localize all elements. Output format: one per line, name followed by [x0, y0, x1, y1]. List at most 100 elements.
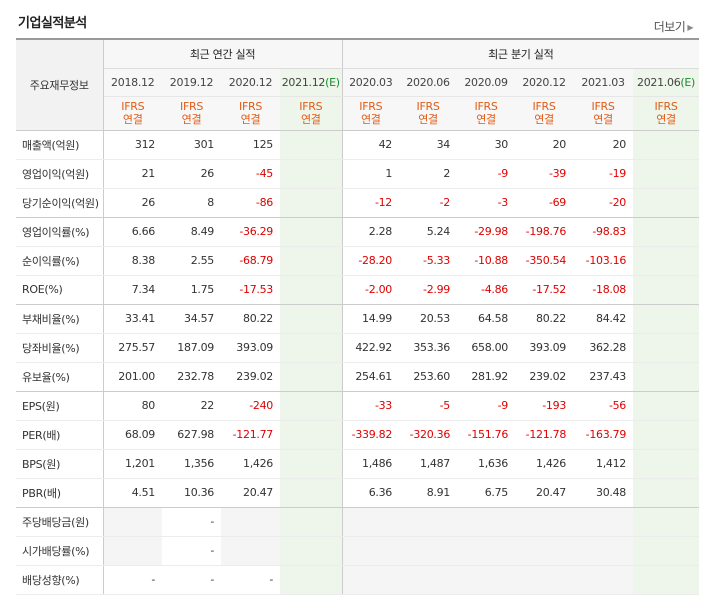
- table-cell: 20.47: [221, 478, 280, 508]
- table-cell: -28.20: [342, 246, 400, 276]
- table-row: 주당배당금(원) -: [16, 507, 700, 537]
- table-cell: [633, 362, 700, 392]
- consolidated-label: 연결: [476, 113, 496, 126]
- period-header: 2019.12: [162, 68, 221, 97]
- table-cell: -198.76: [515, 217, 574, 247]
- table-cell: [633, 333, 700, 363]
- row-label: EPS(원): [16, 391, 104, 421]
- consolidated-label: 연결: [300, 113, 321, 126]
- table-cell: 26: [162, 159, 221, 189]
- consolidated-label: 연결: [534, 113, 554, 126]
- ifrs-standard-label: IFRS: [532, 100, 556, 113]
- row-label: 영업이익(억원): [16, 159, 104, 189]
- table-cell: 1,426: [515, 449, 574, 479]
- table-cell: [633, 536, 700, 566]
- table-cell: 20.47: [515, 478, 574, 508]
- table-cell: [457, 536, 516, 566]
- table-cell: 34: [399, 130, 458, 160]
- row-label: 배당성향(%): [16, 565, 104, 595]
- table-cell: [280, 217, 343, 247]
- ifrs-header: IFRS 연결: [162, 96, 221, 131]
- table-cell: -68.79: [221, 246, 280, 276]
- table-cell: 5.24: [399, 217, 458, 247]
- table-cell: [633, 449, 700, 479]
- row-label: PER(배): [16, 420, 104, 450]
- table-cell: 1,636: [457, 449, 516, 479]
- more-label: 더보기: [653, 20, 686, 34]
- row-label: 영업이익률(%): [16, 217, 104, 247]
- table-cell: [573, 565, 634, 595]
- row-label: 당좌비율(%): [16, 333, 104, 363]
- table-cell: [280, 304, 343, 334]
- table-cell: [280, 449, 343, 479]
- table-cell: 1,486: [342, 449, 400, 479]
- table-cell: -2.99: [399, 275, 458, 305]
- table-cell: [280, 507, 343, 537]
- table-row: BPS(원) 1,201 1,356 1,426 1,486 1,487 1,636 1,42…: [16, 449, 700, 479]
- table-cell: [342, 507, 400, 537]
- period-label: 2020.09: [464, 75, 508, 89]
- table-cell: -20: [573, 188, 634, 218]
- table-cell: [633, 275, 700, 305]
- table-cell: 22: [162, 391, 221, 421]
- table-row: 당기순이익(억원) 26 8 -86 -12 -2 -3 -69 -20: [16, 188, 700, 218]
- table-cell: -2: [399, 188, 458, 218]
- table-cell: [633, 391, 700, 421]
- table-cell: -10.88: [457, 246, 516, 276]
- table-row: ROE(%) 7.34 1.75 -17.53 -2.00 -2.99 -4.86 -17.5…: [16, 275, 700, 305]
- table-cell: -193: [515, 391, 574, 421]
- table-cell: 275.57: [103, 333, 162, 363]
- table-cell: [515, 507, 574, 537]
- table-cell: -45: [221, 159, 280, 189]
- row-label: 부채비율(%): [16, 304, 104, 334]
- table-row: 매출액(억원) 312 301 125 42 34 30 20 20: [16, 130, 700, 160]
- ifrs-header: IFRS 연결: [457, 96, 516, 131]
- table-cell: [221, 507, 280, 537]
- table-cell: -: [221, 565, 280, 595]
- period-label: 2020.12: [228, 75, 273, 89]
- table-cell: -151.76: [457, 420, 516, 450]
- ifrs-standard-label: IFRS: [239, 100, 262, 113]
- table-cell: [280, 420, 343, 450]
- chevron-right-icon: ▶: [687, 23, 693, 32]
- table-cell: [633, 420, 700, 450]
- table-cell: 14.99: [342, 304, 400, 334]
- table-cell: [342, 536, 400, 566]
- table-cell: 8.91: [399, 478, 458, 508]
- table-cell: -103.16: [573, 246, 634, 276]
- table-cell: 1.75: [162, 275, 221, 305]
- period-label: 2018.12: [111, 75, 155, 89]
- ifrs-standard-label: IFRS: [299, 100, 323, 113]
- row-label: 당기순이익(억원): [16, 188, 104, 218]
- table-cell: 8: [162, 188, 221, 218]
- table-cell: 8.49: [162, 217, 221, 247]
- table-cell: -121.78: [515, 420, 574, 450]
- period-label: 2021.06: [637, 75, 681, 89]
- table-row: 순이익률(%) 8.38 2.55 -68.79 -28.20 -5.33 -10.88 -3…: [16, 246, 700, 276]
- period-label: 2020.12: [522, 75, 566, 89]
- row-label: PBR(배): [16, 478, 104, 508]
- table-cell: 20: [573, 130, 634, 160]
- table-cell: [280, 246, 343, 276]
- table-cell: 1,356: [162, 449, 221, 479]
- table-row: 시가배당률(%) -: [16, 536, 700, 566]
- table-cell: -339.82: [342, 420, 400, 450]
- table-cell: 10.36: [162, 478, 221, 508]
- ifrs-standard-label: IFRS: [416, 100, 440, 113]
- table-cell: 187.09: [162, 333, 221, 363]
- table-row: 부채비율(%) 33.41 34.57 80.22 14.99 20.53 64.58 80.…: [16, 304, 700, 334]
- ifrs-header: IFRS 연결: [633, 96, 700, 131]
- corner-header: 주요재무정보: [16, 38, 104, 131]
- ifrs-standard-label: IFRS: [180, 100, 203, 113]
- table-cell: -12: [342, 188, 400, 218]
- period-header: 2020.09: [457, 68, 516, 97]
- table-cell: [633, 304, 700, 334]
- table-row: PER(배) 68.09 627.98 -121.77 -339.82 -320.36 -1…: [16, 420, 700, 450]
- table-cell: 20.53: [399, 304, 458, 334]
- period-header: 2021.03: [573, 68, 634, 97]
- more-link[interactable]: 더보기 ▶: [653, 18, 694, 35]
- table-cell: 84.42: [573, 304, 634, 334]
- estimate-mark: (E): [680, 75, 696, 89]
- table-cell: -19: [573, 159, 634, 189]
- period-header: 2021.06(E): [633, 68, 700, 97]
